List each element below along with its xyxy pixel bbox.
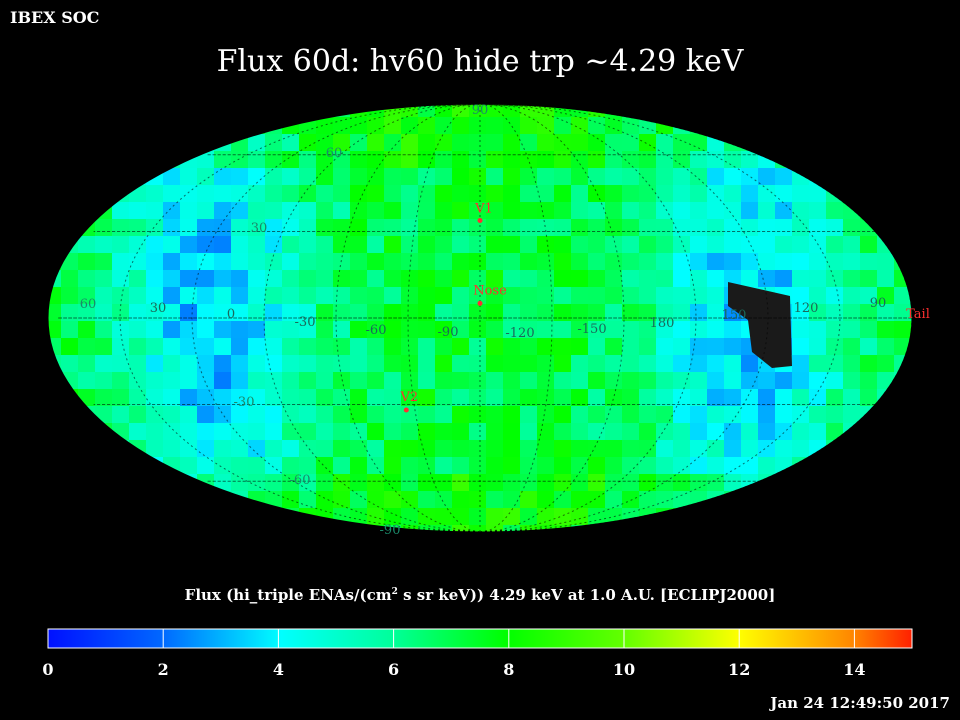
colorbar-tick-label: 4: [272, 660, 284, 679]
lat-label-equator: 60: [80, 297, 97, 312]
map-title: Flux 60d: hv60 hide trp ~4.29 keV: [216, 44, 744, 79]
lon-label: -90: [438, 325, 459, 340]
lat-label-minus90: -90: [380, 523, 401, 538]
marker-dot: [403, 407, 409, 413]
lon-label: -60: [366, 323, 387, 338]
lat-label-minus30: -30: [234, 395, 255, 410]
colorbar-tick-label: 8: [503, 660, 515, 679]
lon-label: 90: [870, 296, 887, 311]
lon-label: 120: [794, 301, 819, 316]
lon-label: 0: [227, 307, 235, 322]
lat-label-90: 90: [472, 103, 489, 118]
marker-label-v2: V2: [399, 390, 418, 405]
colorbar-tick-label: 12: [728, 660, 751, 679]
colorbar-tick-label: 0: [42, 660, 54, 679]
colorbar-tick-label: 14: [843, 660, 866, 679]
marker-label-v1: V1: [474, 202, 493, 217]
lat-label-30: 30: [251, 221, 268, 236]
direction-markers: V1 Nose V2 Tail: [399, 202, 930, 413]
colorbar-tick-label: 2: [157, 660, 169, 679]
lat-label-minus60: -60: [290, 473, 311, 488]
marker-label-tail: Tail: [906, 307, 930, 322]
lon-label: -120: [505, 326, 534, 341]
lon-label: 150: [722, 308, 747, 323]
lat-label-60: 60: [326, 146, 343, 161]
marker-dot: [477, 300, 483, 306]
marker-label-nose: Nose: [473, 283, 507, 298]
colorbar-tick-label: 6: [388, 660, 400, 679]
lon-label: -30: [295, 315, 316, 330]
graticule: [57, 103, 913, 533]
longitude-labels: 30 0 -30 -60 -90 -120 -150 180 150 120 90: [150, 296, 887, 341]
lon-label: 180: [650, 316, 675, 331]
no-data-region: [728, 282, 792, 368]
lon-label: -150: [577, 322, 606, 337]
marker-dot: [477, 218, 483, 224]
colorbar-tick-label: 10: [612, 660, 636, 679]
colorbar-gradient: [47, 628, 913, 649]
timestamp: Jan 24 12:49:50 2017: [770, 694, 950, 712]
lon-label: 30: [150, 301, 167, 316]
source-label: IBEX SOC: [10, 8, 100, 27]
colorbar-title: Flux (hi_triple ENAs/(cm2 s sr keV)) 4.2…: [184, 586, 776, 604]
